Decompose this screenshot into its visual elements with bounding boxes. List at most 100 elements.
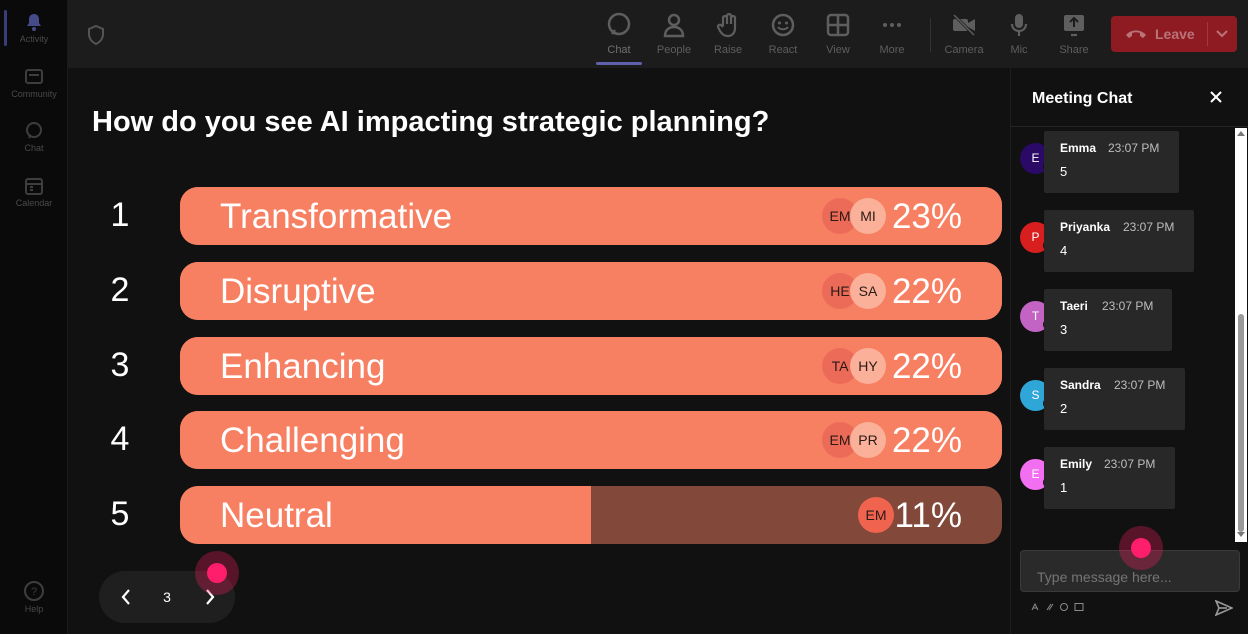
toolbar-chat-button[interactable]: Chat [593,12,645,56]
poll-option-label: Disruptive [220,272,376,311]
raise-hand-icon [716,12,737,38]
message-bubble: Taeri 23:07 PM 3 [1044,289,1172,351]
pointer-indicator [195,551,239,595]
help-icon: ? [24,581,44,601]
scroll-up-arrow-icon[interactable] [1237,130,1245,138]
toolbar-more-button[interactable]: More [866,12,918,56]
poll-option-percent: 11% [894,496,962,535]
message-text: 3 [1060,322,1068,337]
poll-option-percent: 22% [891,421,962,460]
voter-avatar: PR [850,422,886,458]
option-number: 4 [110,420,130,458]
shield-icon[interactable] [86,24,106,46]
send-icon[interactable] [1215,600,1233,616]
rail-item-help[interactable]: ? Help [0,580,68,614]
message-timestamp: 23:07 PM [1102,299,1154,313]
smiley-icon [771,13,795,37]
message-timestamp: 23:07 PM [1114,378,1166,392]
page-number: 3 [163,589,171,605]
message-timestamp: 23:07 PM [1104,457,1156,471]
poll-option-label: Challenging [220,421,405,460]
chevron-left-icon[interactable] [117,587,135,607]
option-number: 1 [110,196,130,234]
rail-label: Chat [24,143,44,153]
scroll-down-arrow-icon[interactable] [1237,530,1245,538]
chevron-right-icon[interactable] [201,587,219,607]
message-text: 5 [1060,164,1068,179]
poll-option-bar[interactable]: Neutral EM 11% [180,486,1002,544]
share-screen-icon [1064,15,1084,37]
toolbar-camera-button[interactable]: Camera [938,12,990,56]
poll-option-bar[interactable]: Disruptive HE SA 22% [180,262,1002,320]
camera-off-icon [952,13,976,37]
message-author: Sandra [1060,378,1101,392]
toolbar-label: Share [1059,44,1089,56]
toolbar-label: View [826,44,850,56]
toolbar-react-button[interactable]: React [757,12,809,56]
option-number: 3 [110,346,130,384]
rail-label: Calendar [15,198,53,208]
poll-option-label: Transformative [220,197,453,236]
more-dots-icon [883,23,901,27]
poll-option-percent: 22% [891,272,962,311]
chat-header-divider [1011,126,1248,127]
close-icon[interactable] [1209,90,1223,104]
toolbar-label: People [656,44,692,56]
leave-separator [1207,22,1208,46]
toolbar-people-button[interactable]: People [648,12,700,56]
toolbar-raise-button[interactable]: Raise [702,12,754,56]
mic-icon [1010,14,1028,36]
message-author: Taeri [1060,299,1088,313]
pointer-indicator [1119,526,1163,570]
toolbar-label: Chat [607,44,631,56]
message-author: Emily [1060,457,1093,471]
poll-option-bar[interactable]: Transformative EM MI 23% [180,187,1002,245]
toolbar-divider [930,18,931,52]
message-text: 1 [1060,480,1068,495]
rail-item-community[interactable]: Community [0,67,68,99]
message-timestamp: 23:07 PM [1123,220,1175,234]
grid-view-icon [826,13,850,37]
chevron-down-icon[interactable] [1214,26,1230,42]
message-bubble: Emily 23:07 PM 1 [1044,447,1175,509]
meeting-chat-panel: Meeting Chat E Emma 23:07 PM 5 P Priyanka 23:0… [1010,68,1248,634]
poll-option-bar[interactable]: Challenging EM PR 22% [180,411,1002,469]
toolbar-mic-button[interactable]: Mic [993,12,1045,56]
poll-option-label: Neutral [220,496,333,535]
poll-question: How do you see AI impacting strategic pl… [92,106,770,138]
chat-icon [607,12,631,36]
toolbar-view-button[interactable]: View [812,12,864,56]
message-timestamp: 23:07 PM [1108,141,1160,155]
rail-item-activity[interactable]: Activity [0,12,68,44]
toolbar-label: Raise [713,44,743,56]
leave-label: Leave [1155,26,1195,42]
community-icon [25,69,43,84]
rail-item-calendar[interactable]: Calendar [0,176,68,208]
rail-item-chat[interactable]: Chat [0,121,68,153]
voter-avatar: EM [858,497,894,533]
voter-avatar: SA [850,273,886,309]
toolbar-label: React [768,44,798,56]
poll-option-fill [180,486,591,544]
chat-message-input[interactable] [1020,550,1240,592]
format-icons[interactable] [1031,602,1087,612]
message-author: Emma [1060,141,1097,155]
poll-option-percent: 23% [891,197,962,236]
toolbar-label: More [879,44,905,56]
message-text: 2 [1060,401,1068,416]
toolbar-label: Camera [944,44,984,56]
message-bubble: Emma 23:07 PM 5 [1044,131,1179,193]
option-number: 5 [110,495,130,533]
rail-label: Community [11,89,57,99]
svg-text:?: ? [31,586,37,598]
rail-label: Help [24,604,44,614]
chat-title: Meeting Chat [1032,90,1133,107]
chat-scrollbar-thumb[interactable] [1238,314,1244,532]
voter-avatar: HY [850,348,886,384]
poll-option-bar[interactable]: Enhancing TA HY 22% [180,337,1002,395]
leave-button[interactable]: Leave [1111,16,1237,52]
chat-icon [26,122,42,139]
rail-label: Activity [19,34,49,44]
toolbar-share-button[interactable]: Share [1048,12,1100,56]
message-bubble: Priyanka 23:07 PM 4 [1044,210,1194,272]
